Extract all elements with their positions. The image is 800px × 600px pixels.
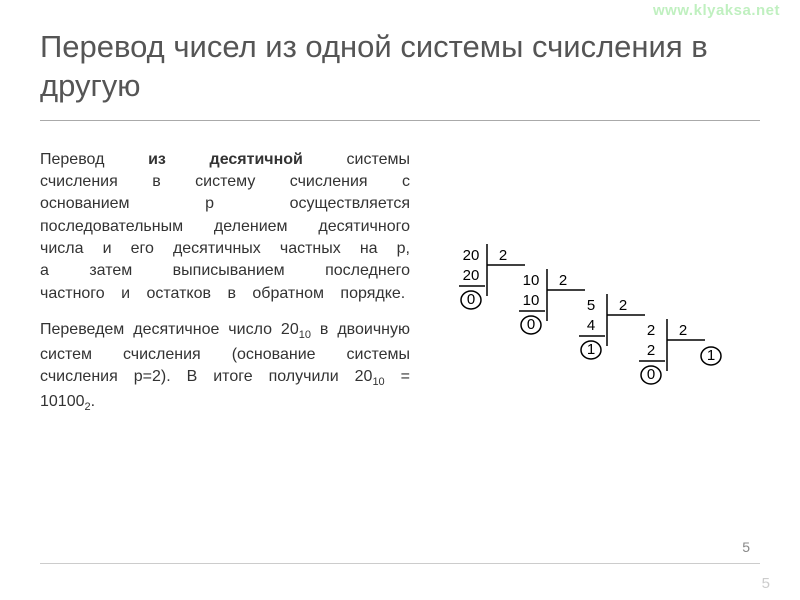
footer-divider <box>40 563 760 564</box>
svg-text:0: 0 <box>527 316 535 333</box>
svg-text:4: 4 <box>587 317 595 334</box>
page-number-outer: 5 <box>762 575 770 592</box>
svg-text:1: 1 <box>587 341 595 358</box>
svg-text:2: 2 <box>559 272 567 289</box>
content-row: Перевод из десятичной системы счисления … <box>40 149 760 430</box>
para1-rest: системы счисления в систему счисления с … <box>40 151 410 302</box>
slide-container: Перевод чисел из одной системы счисления… <box>0 0 800 449</box>
svg-text:5: 5 <box>587 297 595 314</box>
division-ladder-diagram: 202200102100524122201 <box>440 241 750 396</box>
diagram-column: 202200102100524122201 <box>430 149 760 430</box>
svg-text:20: 20 <box>463 267 480 284</box>
para2-sub2: 10 <box>372 376 384 388</box>
svg-text:2: 2 <box>647 322 655 339</box>
text-column: Перевод из десятичной системы счисления … <box>40 149 410 430</box>
svg-text:20: 20 <box>463 247 480 264</box>
svg-text:2: 2 <box>499 247 507 264</box>
svg-text:10: 10 <box>523 272 540 289</box>
para2-sub1: 10 <box>299 329 311 341</box>
paragraph-1: Перевод из десятичной системы счисления … <box>40 149 410 306</box>
page-number-inner: 5 <box>742 539 750 555</box>
para1-prefix: Перевод <box>40 151 148 168</box>
svg-text:2: 2 <box>619 297 627 314</box>
para1-bold: из десятичной <box>148 151 303 168</box>
paragraph-2: Переведем десятичное число 2010 в двоичн… <box>40 319 410 415</box>
svg-text:1: 1 <box>707 347 715 364</box>
slide-title: Перевод чисел из одной системы счисления… <box>40 28 760 121</box>
para2-d: . <box>91 393 95 410</box>
svg-text:0: 0 <box>647 366 655 383</box>
para2-a: Переведем десятичное число 20 <box>40 321 299 338</box>
svg-text:0: 0 <box>467 291 475 308</box>
watermark-text: www.klyaksa.net <box>653 2 780 19</box>
svg-text:2: 2 <box>679 322 687 339</box>
svg-text:10: 10 <box>523 292 540 309</box>
svg-text:2: 2 <box>647 342 655 359</box>
